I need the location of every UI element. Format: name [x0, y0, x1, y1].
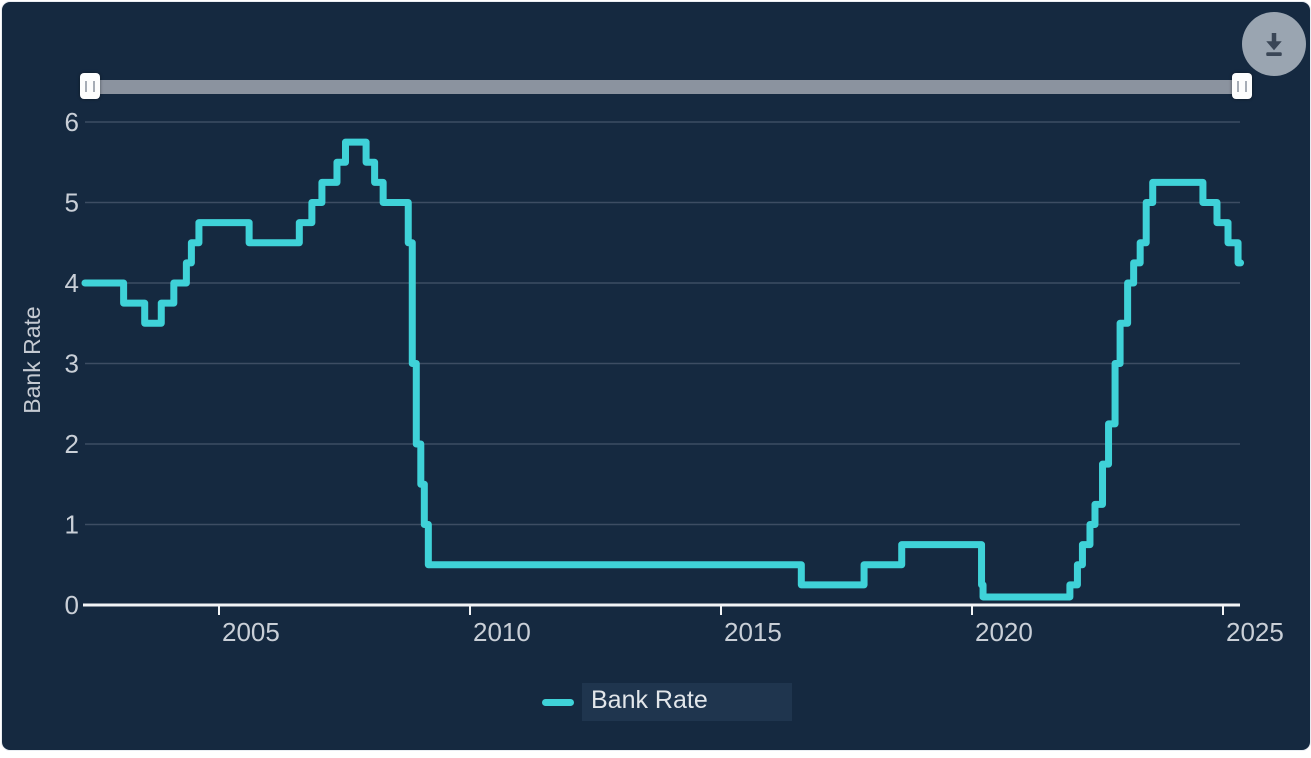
x-tick-label: 2025	[1226, 617, 1284, 647]
y-tick-label: 0	[65, 590, 79, 620]
y-tick-label: 3	[65, 349, 79, 379]
grip-lines-icon	[85, 80, 95, 92]
x-tick-label: 2010	[473, 617, 531, 647]
download-button[interactable]	[1242, 12, 1306, 76]
y-axis-title: Bank Rate	[19, 306, 45, 413]
x-tick-label: 2015	[724, 617, 782, 647]
y-tick-label: 1	[65, 510, 79, 540]
bank-rate-line-series[interactable]	[81, 138, 1245, 601]
legend: Bank Rate	[542, 683, 792, 721]
y-tick-label: 4	[65, 268, 79, 298]
slider-handle-right[interactable]	[1232, 73, 1252, 99]
x-tick-label: 2020	[975, 617, 1033, 647]
legend-item-bank-rate[interactable]: Bank Rate	[542, 683, 792, 721]
y-tick-label: 6	[65, 107, 79, 137]
grip-lines-icon	[1237, 80, 1247, 92]
x-tick-label: 2005	[222, 617, 280, 647]
slider-handle-left[interactable]	[80, 73, 100, 99]
y-tick-label: 5	[65, 188, 79, 218]
download-arrow-icon	[1266, 33, 1282, 56]
legend-line-marker-icon	[542, 698, 574, 706]
y-tick-label: 2	[65, 429, 79, 459]
slider-track[interactable]	[82, 80, 1248, 94]
legend-label: Bank Rate	[582, 683, 792, 721]
